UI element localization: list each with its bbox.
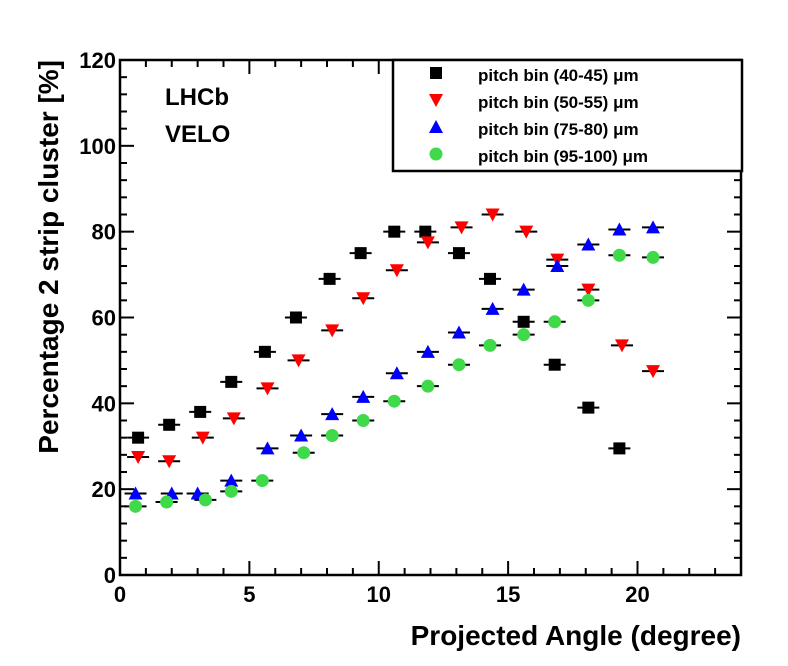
data-point (517, 328, 531, 342)
data-point (160, 495, 174, 509)
data-point (485, 301, 500, 315)
legend-marker (429, 94, 443, 107)
data-point (162, 455, 177, 469)
data-point (387, 394, 401, 408)
x-tick-label: 0 (114, 582, 126, 607)
data-point (129, 499, 143, 513)
data-point (194, 405, 207, 418)
detector-label: VELO (165, 121, 230, 148)
legend-markers (429, 67, 443, 161)
data-point (581, 293, 595, 307)
y-tick-label: 120 (79, 48, 116, 73)
data-point (255, 474, 269, 488)
data-point (356, 414, 370, 427)
data-point (260, 382, 275, 396)
data-point (421, 379, 435, 393)
data-point (582, 401, 595, 414)
legend-entry-75-80: pitch bin (75-80) μm (478, 120, 639, 139)
data-point (485, 208, 500, 222)
x-tick-label: 5 (243, 582, 255, 607)
y-tick-label: 60 (92, 306, 116, 331)
data-point (389, 264, 404, 278)
data-point (519, 225, 534, 239)
data-point (226, 412, 241, 426)
data-point (646, 365, 661, 379)
data-point (260, 441, 275, 455)
data-point (550, 259, 565, 272)
data-point (454, 221, 469, 235)
data-point (128, 486, 143, 500)
data-point (389, 366, 404, 380)
x-tick-label: 15 (496, 582, 520, 607)
x-axis-label: Projected Angle (degree) (411, 620, 741, 651)
data-point (325, 429, 339, 443)
data-point (224, 484, 238, 498)
data-point (325, 407, 340, 421)
data-point (581, 283, 596, 297)
data-point (354, 247, 367, 260)
data-point (294, 428, 309, 442)
legend-entry-50-55: pitch bin (50-55) μm (478, 93, 639, 112)
data-point (646, 220, 661, 234)
data-point (289, 311, 302, 324)
data-point (291, 354, 306, 368)
data-point (356, 292, 371, 306)
data-point (548, 315, 562, 329)
data-point (297, 446, 311, 460)
legend-box (391, 58, 744, 173)
x-tick-label: 20 (625, 582, 649, 607)
legend-marker (430, 67, 442, 79)
y-tick-label: 80 (92, 220, 116, 245)
data-point (516, 282, 531, 296)
data-points (124, 208, 665, 513)
data-point (132, 431, 145, 444)
data-point (356, 389, 371, 403)
data-point (646, 250, 660, 264)
y-tick-label: 20 (92, 477, 116, 502)
data-point (195, 431, 210, 445)
data-point (581, 237, 596, 251)
tick-labels: 0 5 10 15 20 0 20 40 60 80 100 120 (79, 48, 649, 607)
data-point (452, 247, 465, 260)
data-point (613, 442, 626, 455)
data-point (224, 473, 239, 487)
data-point (325, 324, 340, 338)
data-point (420, 236, 435, 250)
data-point (131, 450, 146, 464)
data-point (517, 315, 530, 328)
y-tick-label: 100 (79, 134, 116, 159)
data-point (323, 272, 336, 285)
data-point (452, 358, 466, 372)
y-axis-label: Percentage 2 strip cluster [%] (33, 60, 64, 454)
data-point (612, 222, 627, 236)
data-point (198, 493, 212, 507)
x-tick-label: 10 (367, 582, 391, 607)
y-tick-label: 0 (104, 563, 116, 588)
data-point (548, 358, 561, 371)
data-point (258, 345, 271, 358)
data-point (484, 272, 497, 285)
data-point (420, 344, 435, 358)
data-point (451, 325, 466, 339)
experiment-label: LHCb (165, 84, 229, 111)
legend: pitch bin (40-45) μm pitch bin (50-55) μ… (391, 58, 744, 173)
legend-marker (429, 120, 443, 133)
legend-entry-40-45: pitch bin (40-45) μm (478, 66, 639, 85)
data-point (419, 225, 432, 238)
data-point (388, 225, 401, 238)
y-tick-label: 40 (92, 391, 116, 416)
legend-entry-95-100: pitch bin (95-100) μm (478, 147, 648, 166)
data-point (483, 338, 497, 352)
data-point (614, 339, 629, 353)
data-point (612, 248, 626, 262)
data-point (163, 418, 176, 431)
data-point (225, 375, 238, 388)
legend-marker (429, 147, 443, 161)
